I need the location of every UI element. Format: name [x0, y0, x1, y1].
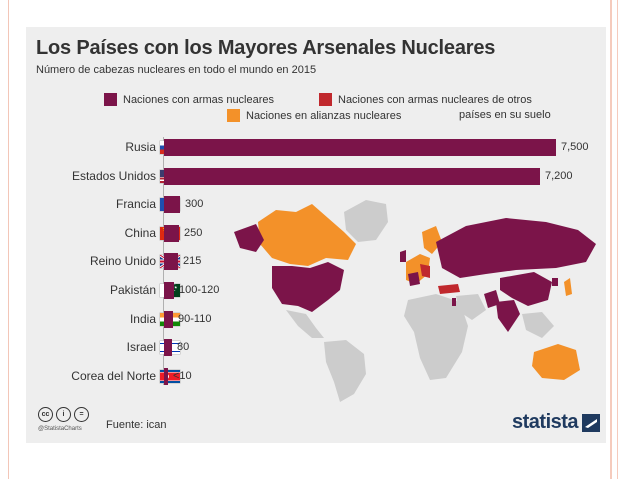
value-label: 90-110: [178, 312, 212, 325]
value-label: 250: [184, 226, 203, 239]
value-label: 300: [185, 198, 204, 211]
map-europe-hosting: [420, 264, 430, 278]
category-label: Francia: [115, 197, 156, 212]
bar: [164, 282, 174, 299]
world-map: [234, 200, 596, 402]
legend-label-hosting: Naciones con armas nucleares de otros: [338, 93, 532, 106]
map-france: [408, 272, 420, 286]
map-alaska: [234, 224, 264, 252]
map-australia: [532, 344, 580, 380]
source-label: Fuente: ican: [106, 419, 167, 431]
statista-logo-text: statista: [512, 411, 579, 433]
legend-swatch-alliance: [227, 109, 240, 122]
bar: [164, 196, 180, 214]
slide-right-rule: [610, 0, 612, 479]
bar: [164, 253, 178, 271]
legend-item-hosting: Naciones con armas nucleares de otros: [319, 93, 532, 106]
legend-label-alliance: Naciones en alianzas nucleares: [246, 109, 402, 122]
category-label: Estados Unidos: [71, 168, 156, 183]
slide-right-rule-thin: [617, 0, 618, 479]
statista-logo[interactable]: statista: [512, 411, 601, 434]
map-turkey: [438, 284, 460, 294]
map-pakistan: [484, 290, 500, 308]
slide-left-rule: [8, 0, 9, 479]
category-label: China: [124, 225, 156, 240]
value-label: <10: [173, 369, 192, 382]
legend-label-nuclear: Naciones con armas nucleares: [123, 93, 275, 106]
bar: [164, 167, 540, 185]
bar: [164, 310, 173, 328]
statista-handle: @StatistaCharts: [38, 426, 82, 432]
category-label: Israel: [126, 340, 156, 355]
map-japan: [564, 278, 572, 296]
category-label: Reino Unido: [89, 254, 156, 269]
map-china: [500, 272, 552, 306]
category-label: India: [129, 311, 156, 326]
by-icon[interactable]: i: [56, 407, 71, 422]
value-label: 215: [183, 255, 202, 268]
map-middle-east: [456, 294, 486, 320]
map-mexico: [286, 310, 324, 338]
cc-icon[interactable]: cc: [38, 407, 53, 422]
nd-icon[interactable]: =: [74, 407, 89, 422]
legend-label-hosting-line2: países en su suelo: [459, 109, 551, 121]
value-label: 7,200: [545, 169, 573, 182]
bar: [164, 367, 168, 385]
value-label: 80: [177, 341, 190, 354]
license-icons: cc i =: [38, 407, 89, 422]
value-label: 7,500: [561, 141, 589, 153]
map-india: [496, 300, 520, 332]
bar: [164, 339, 172, 357]
category-label: Rusia: [125, 140, 156, 154]
value-label: 100-120: [179, 284, 220, 296]
legend-item-nuclear: Naciones con armas nucleares: [104, 93, 274, 106]
statista-logo-mark: [582, 413, 601, 432]
category-label: Pakistán: [109, 283, 156, 297]
legend-item-alliance: Naciones en alianzas nucleares: [227, 109, 401, 122]
legend-swatch-hosting: [319, 93, 332, 106]
map-greenland: [344, 200, 388, 242]
map-israel: [452, 298, 456, 306]
infographic-panel: Los Países con los Mayores Arsenales Nuc…: [26, 27, 606, 443]
map-north-korea: [552, 278, 558, 286]
chart-subtitle: Número de cabezas nucleares en todo el m…: [36, 64, 317, 76]
map-africa: [404, 294, 468, 380]
legend-swatch-nuclear: [104, 93, 117, 106]
bar: [164, 224, 179, 242]
map-southeast-asia: [522, 312, 554, 338]
map-canada: [258, 204, 356, 266]
chart-title: Los Países con los Mayores Arsenales Nuc…: [36, 37, 496, 59]
category-label: Corea del Norte: [71, 368, 156, 383]
map-russia: [436, 218, 596, 278]
map-uk: [400, 250, 406, 262]
map-scandinavia: [422, 226, 442, 254]
map-usa: [272, 262, 344, 312]
map-south-america: [324, 340, 366, 402]
bar: [164, 139, 556, 156]
